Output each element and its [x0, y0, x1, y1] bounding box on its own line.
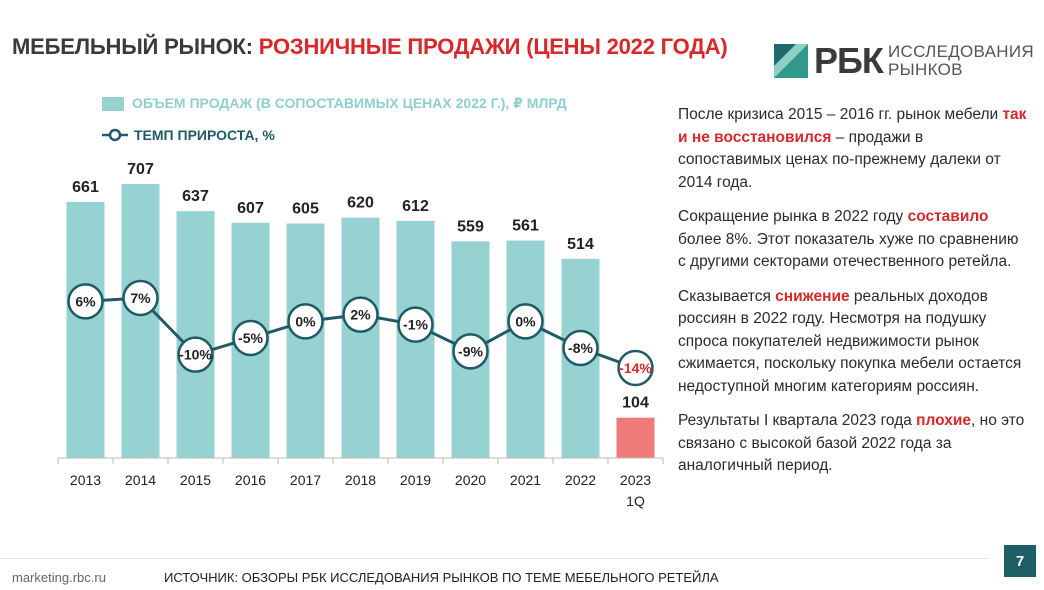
legend-bar-swatch [102, 96, 124, 111]
bar-value-label-4: 605 [292, 201, 319, 218]
paragraph-1: После кризиса 2015 – 2016 гг. рынок мебе… [678, 106, 1027, 191]
x-tick-label-2: 2015 [180, 472, 211, 488]
bar-value-label-9: 514 [567, 236, 594, 253]
growth-label-10: -14% [619, 360, 652, 376]
rbc-logo: РБК ИССЛЕДОВАНИЯ РЫНКОВ [774, 40, 1034, 82]
growth-label-8: 0% [515, 313, 536, 329]
paragraph-3: Сказывается снижение реальных доходов ро… [678, 287, 1022, 395]
x-tick-label-1: 2014 [125, 472, 156, 488]
x-tick-label-9: 2022 [565, 472, 596, 488]
growth-label-5: 2% [350, 307, 371, 323]
growth-point-5 [342, 296, 379, 333]
growth-label-7: -9% [458, 343, 483, 359]
logo-line-2: РЫНКОВ [888, 60, 963, 79]
growth-point-10 [617, 349, 654, 387]
growth-label-0: 6% [75, 293, 96, 309]
growth-point-1 [122, 279, 159, 317]
legend-line: ТЕМП ПРИРОСТА, % [102, 127, 275, 143]
footer-source: ИСТОЧНИК: ОБЗОРЫ РБК ИССЛЕДОВАНИЯ РЫНКОВ… [164, 570, 719, 585]
growth-label-9: -8% [568, 340, 593, 356]
bar-value-label-0: 661 [72, 179, 99, 196]
bar-2 [176, 211, 215, 458]
growth-point-4 [287, 303, 324, 340]
footer-divider [0, 558, 990, 559]
growth-point-7 [452, 333, 489, 370]
x-tick-label-10-line-1: 1Q [626, 493, 645, 509]
bar-value-label-7: 559 [457, 218, 484, 235]
bar-8 [506, 240, 545, 458]
growth-point-8 [507, 303, 544, 340]
bar-5 [341, 217, 380, 458]
sales-chart: 661 707 637 607 605 620 612 559 561 514 104 2013 201… [57, 161, 664, 509]
bar-value-label-8: 561 [512, 218, 539, 235]
legend-bars: ОБЪЕМ ПРОДАЖ (В СОПОСТАВИМЫХ ЦЕНАХ 2022 … [102, 95, 567, 112]
x-tick-label-4: 2017 [290, 472, 321, 488]
growth-point-2 [177, 336, 214, 373]
title-part-2: РОЗНИЧНЫЕ ПРОДАЖИ (ЦЕНЫ 2022 ГОДА) [258, 34, 728, 59]
growth-label-4: 0% [295, 313, 316, 329]
growth-point-9 [562, 329, 599, 367]
bar-1 [121, 184, 160, 458]
growth-label-2: -10% [179, 347, 212, 363]
x-tick-label-5: 2018 [345, 472, 376, 488]
footer-site: marketing.rbc.ru [12, 570, 106, 585]
rbc-logo-mark-icon [774, 44, 808, 78]
bar-10 [616, 417, 655, 458]
growth-point-3 [232, 319, 269, 357]
bar-value-label-10: 104 [622, 395, 649, 412]
legend-bars-label: ОБЪЕМ ПРОДАЖ (В СОПОСТАВИМЫХ ЦЕНАХ 2022 … [132, 95, 567, 111]
legend-line-marker-icon [102, 128, 128, 142]
x-tick-label-7: 2020 [455, 472, 486, 488]
paragraph-2: Сокращение рынка в 2022 году составило б… [678, 208, 1019, 270]
bar-0 [66, 201, 105, 458]
title-part-1: МЕБЕЛЬНЫЙ РЫНОК: [12, 34, 259, 59]
paragraph-4: Результаты I квартала 2023 года плохие, … [678, 412, 1025, 474]
legend-line-label: ТЕМП ПРИРОСТА, % [134, 127, 275, 143]
growth-point-6 [397, 306, 434, 343]
x-tick-label-8: 2021 [510, 472, 541, 488]
commentary: После кризиса 2015 – 2016 гг. рынок мебе… [678, 104, 1030, 490]
x-tick-label-10: 2023 [620, 472, 651, 488]
bar-4 [286, 223, 325, 458]
page-title: МЕБЕЛЬНЫЙ РЫНОК: РОЗНИЧНЫЕ ПРОДАЖИ (ЦЕНЫ… [12, 34, 728, 60]
growth-point-0 [67, 283, 104, 320]
growth-label-3: -5% [238, 330, 263, 346]
bar-value-label-5: 620 [347, 195, 374, 212]
bar-value-label-6: 612 [402, 198, 429, 215]
bar-value-label-2: 637 [182, 188, 209, 205]
logo-brand: РБК [814, 40, 884, 81]
x-tick-label-6: 2019 [400, 472, 431, 488]
logo-line-1: ИССЛЕДОВАНИЯ [888, 42, 1034, 61]
bar-value-label-1: 707 [127, 161, 154, 178]
x-tick-label-0: 2013 [70, 472, 101, 488]
page-number: 7 [1004, 545, 1036, 577]
growth-label-6: -1% [403, 317, 428, 333]
x-tick-label-3: 2016 [235, 472, 266, 488]
growth-label-1: 7% [130, 290, 151, 306]
bar-value-label-3: 607 [237, 200, 264, 217]
